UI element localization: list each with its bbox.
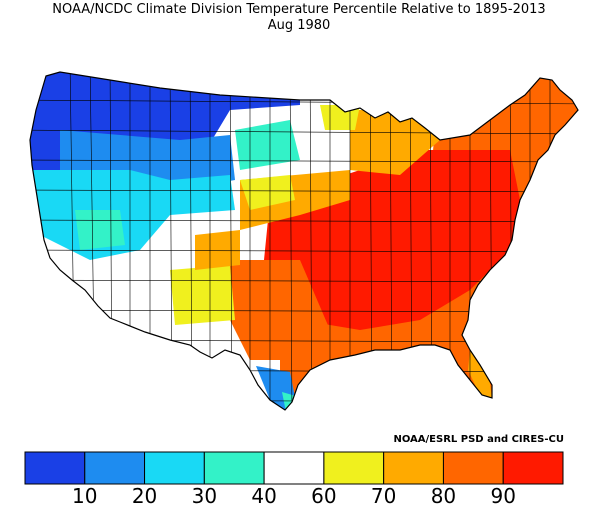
legend-tick-label: 90 <box>490 484 516 508</box>
legend-tick-label: 10 <box>72 484 98 508</box>
legend-bin-1 <box>84 451 146 485</box>
legend-tick-label: 80 <box>430 484 457 508</box>
region-fill-plains-cyan <box>235 120 300 170</box>
legend-bin-5 <box>323 451 385 485</box>
legend-labels: 10 20 30 40 60 70 80 90 <box>0 484 598 510</box>
legend-bin-6 <box>383 451 444 485</box>
map-title: NOAA/NCDC Climate Division Temperature P… <box>52 2 546 17</box>
legend-bin-8 <box>502 451 564 485</box>
legend-tick-label: 40 <box>251 484 277 508</box>
map-subtitle: Aug 1980 <box>267 18 331 33</box>
region-fill-yellow-band <box>240 175 295 210</box>
legend-bin-3 <box>203 451 265 485</box>
region-fill-southern-plains <box>230 260 330 360</box>
legend-bins <box>24 451 564 485</box>
legend-bin-2 <box>144 451 205 485</box>
legend-tick-label: 20 <box>131 484 158 508</box>
legend-tick-label: 70 <box>370 484 397 508</box>
us-outline <box>29 71 579 411</box>
region-fill-yellow-south <box>170 265 235 325</box>
legend-bin-0 <box>24 451 86 485</box>
region-fill-great-lakes <box>350 110 440 175</box>
credit-label: NOAA/ESRL PSD and CIRES-CU <box>393 434 564 445</box>
legend-bin-7 <box>442 451 504 485</box>
legend-bin-4 <box>263 451 325 485</box>
region-fill-florida <box>468 350 492 398</box>
division-lines <box>30 72 578 410</box>
legend-tick-label: 60 <box>311 484 337 508</box>
legend-tick-label: 30 <box>191 484 218 508</box>
region-fill-orange-west <box>195 230 240 270</box>
